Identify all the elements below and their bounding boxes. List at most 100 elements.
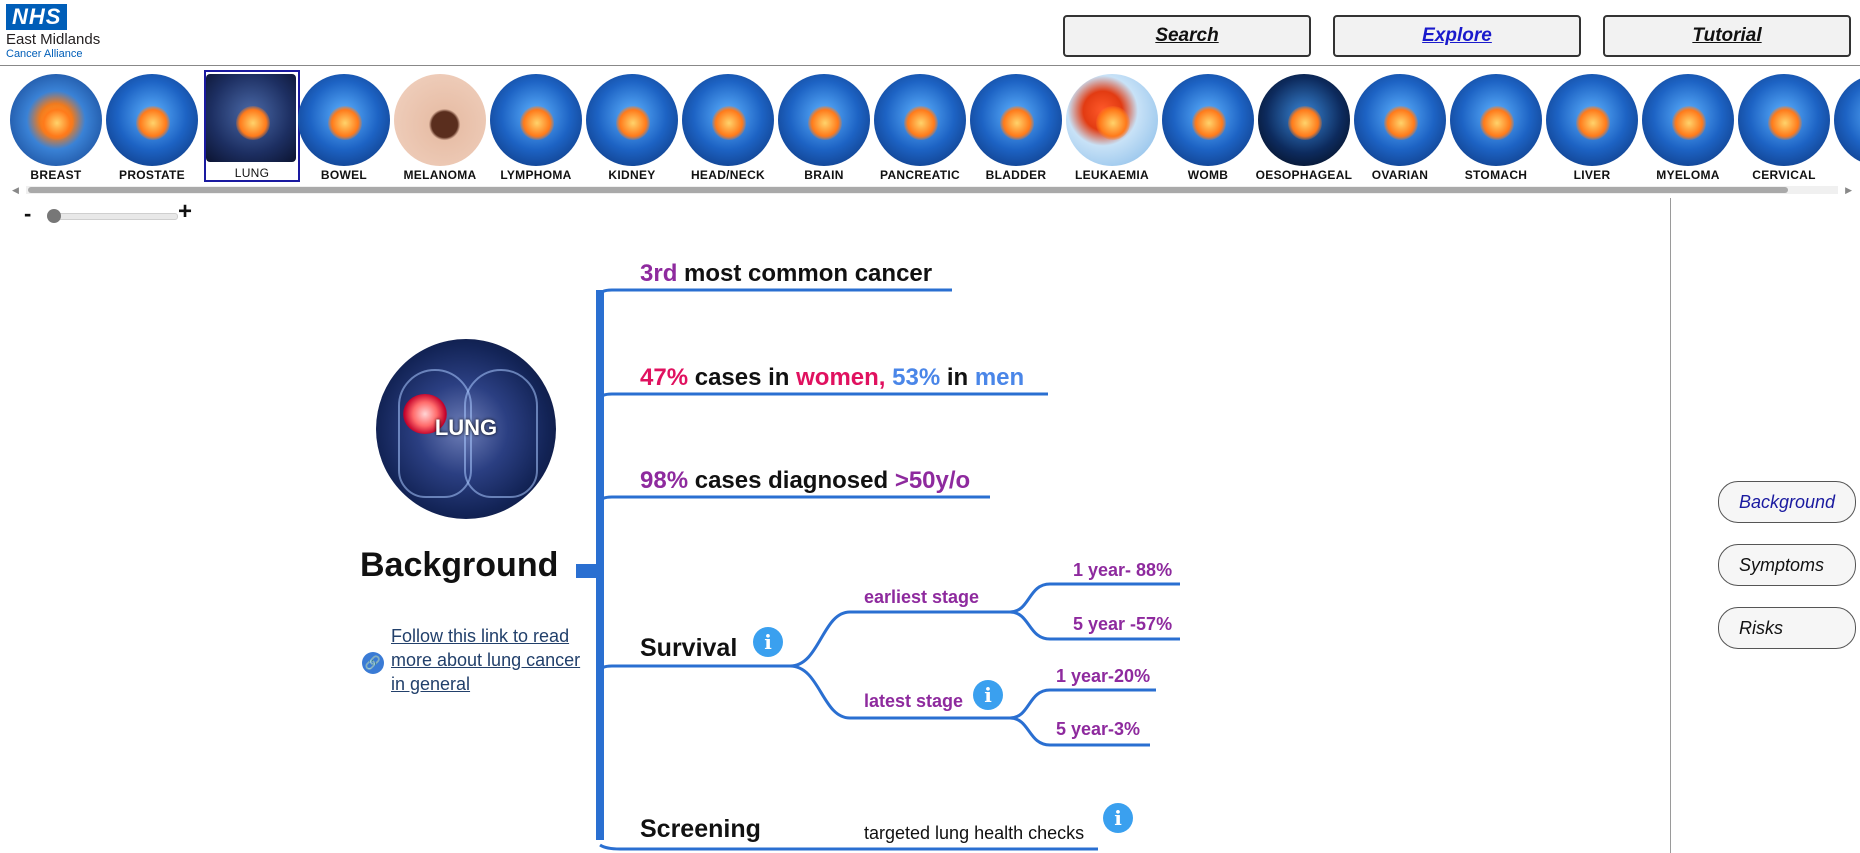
earliest-stage-label: earliest stage [864,587,980,607]
logo-line-2: Cancer Alliance [6,48,83,60]
mind-map-title: Background [360,546,559,584]
lung-organ-image: LUNG [376,339,556,519]
tumour-icon [403,394,447,434]
prostate-image [106,74,198,166]
age-fact: 98% cases diagnosed >50y/o [640,467,970,495]
headneck-image [682,74,774,166]
organ-kidney[interactable]: KIDNEY [584,70,680,182]
organ-label: LIVER [1573,168,1611,182]
liver-image [1546,74,1638,166]
lymphoma-image [490,74,582,166]
organ-label: PROSTATE [119,168,185,182]
gender-in-text: in [940,364,975,391]
explore-button[interactable]: Explore [1333,15,1581,57]
myeloma-image [1642,74,1734,166]
organ-bladder[interactable]: BLADDER [968,70,1064,182]
latest-one-year: 1 year-20% [1056,666,1151,686]
scroll-right-icon[interactable]: ▶ [1845,185,1852,195]
bladder-image [970,74,1062,166]
gender-fact: 47% cases in women, 53% in men [640,364,1024,392]
melanoma-image [394,74,486,166]
lung-image-label: LUNG [434,415,498,440]
organ-label: OVARIAN [1371,168,1429,182]
organ-label: PANCREATIC [880,168,960,182]
organ-myeloma[interactable]: MYELOMA [1640,70,1736,182]
organ-label: BOWEL [320,168,368,182]
organ-bowel[interactable]: BOWEL [296,70,392,182]
organ-label: LUNG [234,166,270,180]
earliest-one-year: 1 year- 88% [1073,560,1173,580]
organ-melanoma[interactable]: MELANOMA [392,70,488,182]
latest-stage-label: latest stage [864,691,964,711]
womb-image [1162,74,1254,166]
latest-five-year: 5 year-3% [1056,719,1141,739]
screening-text: targeted lung health checks [864,823,1085,843]
men-label: men [974,364,1025,391]
organ-cervical[interactable]: CERVICAL [1736,70,1832,182]
risks-nav-button[interactable]: Risks [1718,607,1856,649]
side-panel-divider [1670,198,1671,853]
women-label: women, [796,364,886,391]
oesophageal-image [1258,74,1350,166]
lung-info-link[interactable]: Follow this link to read more about lung… [391,626,581,694]
stomach-image [1450,74,1542,166]
age-text: cases diagnosed [688,467,895,494]
kidney-image [586,74,678,166]
organ-prostate[interactable]: PROSTATE [104,70,200,182]
men-percent: 53% [885,364,941,391]
survival-branch: Survival [640,634,738,662]
age-threshold: >50y/o [894,467,971,494]
organ-label: MYELOMA [1656,168,1720,182]
women-percent: 47% [640,364,689,391]
organ-ovarian[interactable]: OVARIAN [1352,70,1448,182]
scroll-left-icon[interactable]: ◀ [12,185,19,195]
header-divider [0,65,1860,66]
organ-stomach[interactable]: STOMACH [1448,70,1544,182]
organ-lung[interactable]: LUNG [204,70,300,182]
organ-te[interactable]: TE [1832,70,1860,182]
organ-label: MELANOMA [403,168,477,182]
organ-oesophageal[interactable]: OESOPHAGEAL [1256,70,1352,182]
zoom-in-button[interactable]: + [178,198,193,225]
earliest-five-year: 5 year -57% [1073,614,1173,634]
background-nav-button[interactable]: Background [1718,481,1856,523]
latest-stage-info-icon[interactable]: i [973,680,1003,710]
zoom-slider-handle[interactable] [47,209,61,223]
cervical-image [1738,74,1830,166]
search-button[interactable]: Search [1063,15,1311,57]
organ-label: WOMB [1187,168,1229,182]
organ-liver[interactable]: LIVER [1544,70,1640,182]
organ-label: BRAIN [804,168,844,182]
organ-label: BLADDER [985,168,1047,182]
organ-leukaemia[interactable]: LEUKAEMIA [1064,70,1160,182]
age-percent: 98% [640,467,689,494]
organ-pancreatic[interactable]: PANCREATIC [872,70,968,182]
screening-info-icon[interactable]: i [1103,803,1133,833]
organ-womb[interactable]: WOMB [1160,70,1256,182]
gender-text: cases in [688,364,797,391]
leukaemia-image [1066,74,1158,166]
link-icon[interactable]: 🔗 [362,652,384,674]
bowel-image [298,74,390,166]
cancer-type-strip: BREAST PROSTATE LUNG BOWEL MELANOMA LYMPHOMA K… [0,70,1860,185]
symptoms-nav-button[interactable]: Symptoms [1718,544,1856,586]
zoom-out-button[interactable]: - [24,201,32,226]
pancreatic-image [874,74,966,166]
organ-lymphoma[interactable]: LYMPHOMA [488,70,584,182]
lung-image [206,74,296,162]
organ-headneck[interactable]: HEAD/NECK [680,70,776,182]
organ-breast[interactable]: BREAST [8,70,104,182]
ovarian-image [1354,74,1446,166]
screening-branch: Screening [640,815,761,843]
tutorial-button[interactable]: Tutorial [1603,15,1851,57]
survival-info-icon[interactable]: i [753,627,783,657]
organ-brain[interactable]: BRAIN [776,70,872,182]
nhs-logo-mark: NHS [6,4,68,30]
organ-label: LEUKAEMIA [1074,168,1150,182]
rank-text: most common cancer [677,260,933,287]
scrollbar-thumb[interactable] [28,187,1788,193]
organ-label: CERVICAL [1752,168,1816,182]
cancer-strip-scrollbar[interactable]: ◀ ▶ [12,185,1852,195]
